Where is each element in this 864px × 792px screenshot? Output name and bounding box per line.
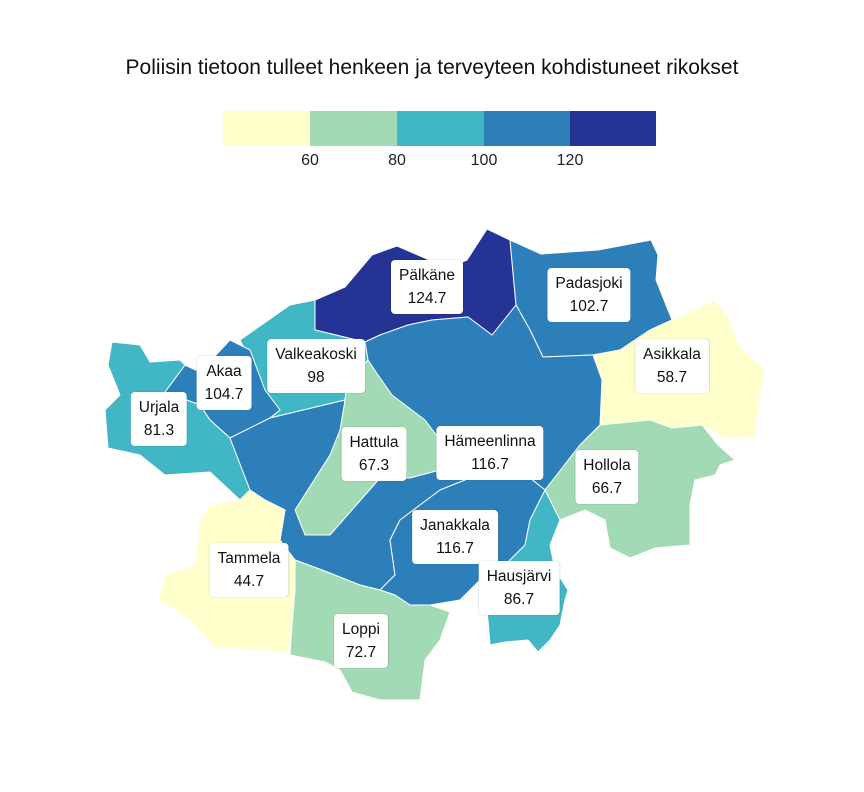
label-akaa: Akaa 104.7 (196, 356, 252, 410)
region-name: Pälkäne (398, 267, 456, 284)
legend-tick-60: 60 (301, 152, 319, 169)
region-name: Padasjoki (555, 275, 623, 292)
region-value: 72.7 (345, 644, 377, 661)
label-valkeakoski: Valkeakoski 98 (267, 339, 365, 393)
region-value: 98 (307, 369, 325, 386)
region-value: 81.3 (143, 422, 175, 439)
region-value: 124.7 (407, 290, 447, 307)
region-value: 116.7 (436, 540, 474, 557)
region-name: Hämeenlinna (444, 433, 536, 450)
region-value: 104.7 (204, 386, 244, 403)
legend-tick-100: 100 (470, 152, 498, 169)
region-name: Janakkala (420, 517, 490, 534)
region-value: 66.7 (591, 480, 623, 497)
region-name: Urjala (138, 399, 180, 416)
region-value: 44.7 (233, 573, 265, 590)
region-value: 102.7 (569, 298, 609, 315)
label-hameenlinna: Hämeenlinna 116.7 (436, 426, 544, 480)
map-title: Poliisin tietoon tulleet henkeen ja terv… (125, 56, 739, 79)
label-palkane: Pälkäne 124.7 (390, 260, 464, 314)
region-name: Valkeakoski (275, 346, 357, 363)
region-name: Hattula (349, 434, 399, 451)
label-urjala: Urjala 81.3 (130, 392, 188, 446)
label-hollola: Hollola 66.7 (575, 450, 639, 504)
color-legend: 60 80 100 120 (223, 111, 656, 173)
label-janakkala: Janakkala 116.7 (412, 510, 498, 564)
legend-swatch-1 (223, 111, 310, 146)
label-padasjoki: Padasjoki 102.7 (547, 268, 631, 322)
region-name: Asikkala (643, 346, 701, 363)
label-loppi: Loppi 72.7 (334, 614, 388, 668)
label-asikkala: Asikkala 58.7 (635, 339, 709, 393)
label-hausjarvi: Hausjärvi 86.7 (478, 561, 560, 615)
region-name: Loppi (342, 621, 380, 638)
region-value: 58.7 (656, 369, 688, 386)
legend-swatch-5 (570, 111, 656, 146)
region-name: Akaa (206, 363, 242, 380)
region-value: 86.7 (503, 591, 535, 608)
region-value: 67.3 (358, 457, 390, 474)
region-value: 116.7 (471, 456, 509, 473)
legend-swatch-3 (397, 111, 484, 146)
label-hattula: Hattula 67.3 (341, 427, 407, 481)
legend-swatch-4 (484, 111, 570, 146)
region-name: Tammela (217, 550, 281, 567)
region-name: Hollola (583, 457, 631, 474)
legend-tick-80: 80 (388, 152, 406, 169)
region-name: Hausjärvi (486, 568, 552, 585)
legend-swatch-2 (310, 111, 397, 146)
label-tammela: Tammela 44.7 (209, 543, 289, 597)
legend-tick-120: 120 (556, 152, 584, 169)
